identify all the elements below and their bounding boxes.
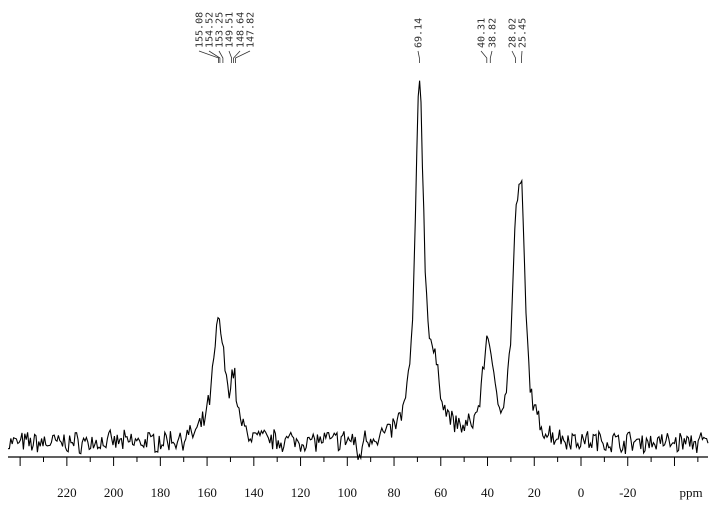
peak-label-connector	[228, 50, 233, 63]
peak-label: 28.02	[508, 18, 519, 48]
x-tick-label: 100	[338, 485, 358, 500]
x-tick-label: 220	[57, 485, 77, 500]
peak-label-connector	[208, 50, 221, 63]
x-tick-label: 200	[104, 485, 124, 500]
x-tick-label: 160	[197, 485, 217, 500]
peak-label-connector	[480, 50, 488, 63]
peak-label-connector	[233, 50, 241, 63]
peak-label: 69.14	[414, 18, 425, 48]
peak-label: 40.31	[477, 18, 488, 48]
x-tick-label: 60	[434, 485, 447, 500]
peak-label-connector	[417, 50, 420, 63]
peak-label-connector	[489, 50, 493, 63]
peak-label: 147.82	[246, 12, 257, 48]
peak-label: 154.52	[205, 12, 216, 48]
x-tick-label: 120	[291, 485, 311, 500]
x-tick-label: 20	[528, 485, 541, 500]
peak-label-connector	[521, 50, 523, 63]
peak-label: 155.08	[195, 12, 206, 48]
peak-label: 25.45	[518, 18, 529, 48]
peak-label-connector	[198, 50, 220, 63]
x-axis-ticks: 220 200 180 160 140 120 100 80 60 40 20 0 -20	[19, 457, 699, 500]
x-tick-label: 0	[578, 485, 585, 500]
spectrum-trace	[7, 80, 709, 461]
x-tick-label: 180	[151, 485, 171, 500]
peak-label: 148.64	[236, 12, 247, 48]
x-tick-label: 40	[481, 485, 494, 500]
x-axis-label: ppm	[679, 485, 702, 500]
peak-label-connector	[235, 50, 251, 63]
x-tick-label: -20	[619, 485, 636, 500]
peak-label-connector	[511, 50, 516, 63]
peak-label-connector	[218, 50, 224, 63]
peak-label: 149.51	[225, 12, 236, 48]
x-tick-label: 140	[244, 485, 264, 500]
x-tick-label: 80	[388, 485, 401, 500]
peak-labels: 155.08 154.52 153.25 149.51 148.64 147.82 69.1…	[195, 12, 529, 63]
peak-label: 38.82	[488, 18, 499, 48]
peak-label: 153.25	[215, 12, 226, 48]
